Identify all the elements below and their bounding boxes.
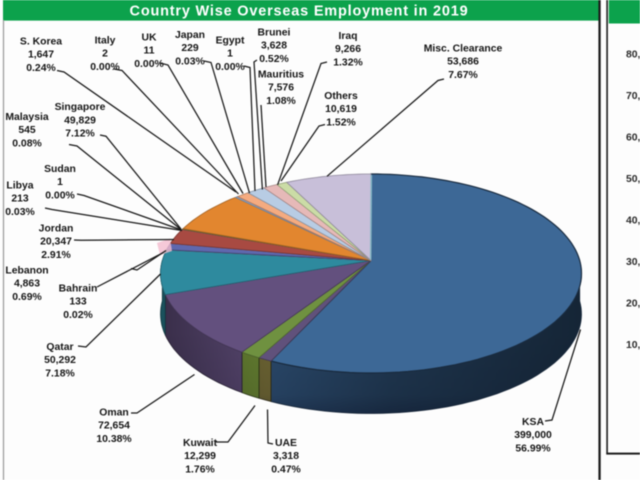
svg-text:Lebanon: Lebanon (5, 266, 48, 277)
svg-text:30,000: 30,000 (626, 257, 640, 268)
svg-text:3,628: 3,628 (261, 41, 287, 52)
svg-text:70,000: 70,000 (626, 91, 640, 102)
svg-text:Oman: Oman (99, 408, 128, 419)
svg-text:10,619: 10,619 (325, 104, 357, 115)
svg-text:0.00%: 0.00% (134, 59, 163, 70)
svg-text:7.12%: 7.12% (65, 129, 94, 140)
svg-text:0.02%: 0.02% (63, 310, 92, 321)
svg-text:4,863: 4,863 (14, 279, 40, 290)
svg-text:20,347: 20,347 (40, 237, 72, 248)
svg-text:56.99%: 56.99% (515, 443, 550, 454)
svg-text:Brunei: Brunei (258, 28, 291, 39)
svg-text:72,654: 72,654 (98, 421, 130, 432)
svg-text:2: 2 (102, 49, 108, 60)
svg-text:Country Wise Overseas Employm: Country Wise Overseas Employment in 2019 (130, 4, 469, 20)
svg-text:10,000: 10,000 (626, 340, 640, 351)
svg-text:0.00%: 0.00% (215, 62, 244, 73)
svg-text:545: 545 (18, 125, 36, 136)
svg-text:0.00%: 0.00% (90, 62, 119, 73)
svg-text:50,000: 50,000 (626, 174, 640, 185)
svg-text:Italy: Italy (95, 36, 116, 47)
svg-text:UAE: UAE (275, 438, 297, 449)
svg-text:7.67%: 7.67% (448, 70, 477, 81)
svg-text:50,292: 50,292 (44, 355, 76, 366)
svg-text:80,000: 80,000 (626, 49, 640, 60)
svg-text:Sudan: Sudan (44, 164, 76, 175)
svg-text:Iraq: Iraq (338, 31, 357, 42)
svg-text:Mauritius: Mauritius (258, 70, 304, 81)
svg-text:Libya: Libya (6, 181, 33, 192)
svg-text:0.00%: 0.00% (45, 190, 74, 201)
svg-text:Jordan: Jordan (39, 224, 74, 235)
svg-text:UK: UK (141, 33, 157, 44)
svg-text:9,266: 9,266 (335, 44, 361, 55)
svg-text:0.24%: 0.24% (26, 63, 55, 74)
svg-text:Egypt: Egypt (216, 36, 245, 47)
svg-text:Qatar: Qatar (46, 342, 73, 353)
svg-text:0.52%: 0.52% (259, 54, 288, 65)
svg-text:213: 213 (11, 194, 29, 205)
svg-text:399,000: 399,000 (514, 430, 552, 441)
svg-text:20,000: 20,000 (626, 298, 640, 309)
svg-text:0.03%: 0.03% (175, 56, 204, 67)
svg-text:60,000: 60,000 (626, 132, 640, 143)
svg-text:11: 11 (144, 46, 155, 57)
svg-text:0.69%: 0.69% (12, 292, 41, 303)
svg-text:Bahrain: Bahrain (59, 284, 98, 295)
svg-text:1: 1 (227, 49, 233, 60)
svg-text:1.52%: 1.52% (326, 117, 355, 128)
svg-text:KSA: KSA (522, 417, 544, 428)
svg-text:1.76%: 1.76% (185, 464, 214, 475)
svg-text:1,647: 1,647 (28, 50, 54, 61)
svg-text:0.08%: 0.08% (12, 138, 41, 149)
svg-text:12,299: 12,299 (184, 451, 216, 462)
svg-text:53,686: 53,686 (447, 57, 479, 68)
svg-text:1.32%: 1.32% (333, 57, 362, 68)
svg-text:1: 1 (57, 177, 63, 188)
svg-text:S. Korea: S. Korea (20, 37, 62, 48)
svg-text:2.91%: 2.91% (41, 250, 70, 261)
svg-text:Japan: Japan (175, 30, 205, 41)
svg-text:7,576: 7,576 (268, 83, 294, 94)
svg-text:Misc. Clearance: Misc. Clearance (424, 44, 503, 55)
svg-text:1.08%: 1.08% (266, 96, 295, 107)
svg-text:10.38%: 10.38% (96, 434, 131, 445)
svg-text:40,000: 40,000 (626, 215, 640, 226)
svg-text:Malaysia: Malaysia (5, 112, 49, 123)
svg-text:3,318: 3,318 (273, 451, 299, 462)
svg-text:Others: Others (324, 91, 358, 102)
svg-text:0.03%: 0.03% (5, 207, 34, 218)
svg-text:Kuwait: Kuwait (183, 438, 218, 449)
svg-text:7.18%: 7.18% (45, 368, 74, 379)
svg-text:133: 133 (69, 297, 87, 308)
svg-text:49,829: 49,829 (64, 115, 96, 126)
svg-text:229: 229 (181, 43, 199, 54)
svg-text:0.47%: 0.47% (271, 464, 300, 475)
svg-text:Singapore: Singapore (55, 102, 106, 113)
